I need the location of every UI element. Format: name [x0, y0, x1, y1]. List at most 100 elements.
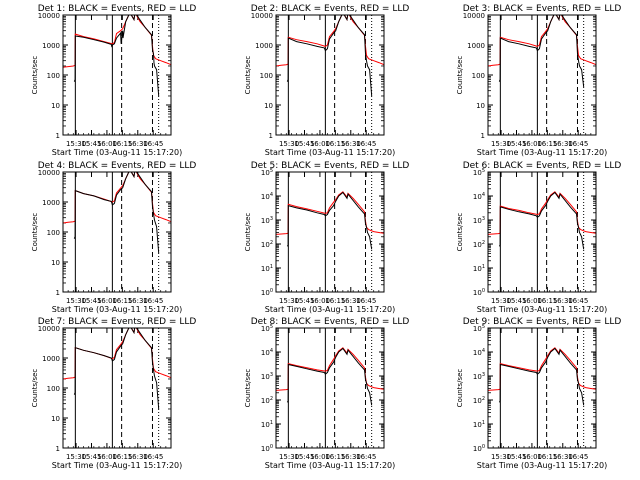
- y-tick-label: 100: [261, 444, 273, 453]
- x-tick-label: 16:00: [522, 297, 542, 305]
- y-axis-label: Counts/sec: [456, 56, 464, 95]
- x-tick-label: 16:15: [537, 297, 557, 305]
- y-tick-label: 103: [473, 372, 485, 381]
- y-axis-label: Counts/sec: [244, 56, 252, 95]
- plot-frame: [275, 171, 385, 293]
- x-tick-label: 16:15: [325, 297, 345, 305]
- y-tick-label: 100: [261, 288, 273, 297]
- y-tick-label: 105: [261, 324, 273, 333]
- x-tick-label: 16:00: [310, 453, 330, 461]
- x-axis-label: Start Time (03-Aug-11 15:17:20): [265, 305, 396, 314]
- y-tick-label: 104: [261, 348, 273, 357]
- y-tick-label: 10: [476, 102, 485, 110]
- x-tick-label: 16:15: [112, 140, 132, 148]
- panel-det-9: Det 9: BLACK = Events, RED = LLD 100 101 10…: [456, 317, 621, 470]
- series-line-lld: [276, 347, 384, 391]
- panel-det-4: Det 4: BLACK = Events, RED = LLD 1 10 100 10…: [31, 161, 196, 314]
- y-tick-label: 10: [51, 415, 60, 423]
- x-tick-label: 15:30: [491, 297, 511, 305]
- x-tick-label: 16:45: [356, 297, 376, 305]
- plot-frame: [487, 327, 597, 449]
- y-tick-label: 101: [473, 420, 485, 429]
- x-tick-label: 16:45: [568, 297, 588, 305]
- chart-title: Det 3: BLACK = Events, RED = LLD: [463, 4, 622, 14]
- x-tick-label: 15:30: [279, 140, 299, 148]
- x-tick-label: 16:15: [537, 140, 557, 148]
- y-axis-label: Counts/sec: [31, 369, 39, 408]
- x-tick-label: 16:15: [112, 453, 132, 461]
- series-line-lld: [63, 328, 171, 380]
- x-tick-label: 16:15: [537, 453, 557, 461]
- y-tick-label: 1000: [42, 42, 60, 50]
- y-tick-label: 10000: [38, 325, 60, 333]
- plot-frame: [275, 327, 385, 449]
- y-tick-label: 103: [261, 372, 273, 381]
- y-tick-label: 100: [472, 72, 485, 80]
- x-tick-label: 15:45: [294, 453, 314, 461]
- y-tick-label: 101: [261, 264, 273, 273]
- panel-det-5: Det 5: BLACK = Events, RED = LLD 100 101 10…: [244, 161, 409, 314]
- x-tick-label: 15:45: [294, 140, 314, 148]
- chart-title: Det 1: BLACK = Events, RED = LLD: [38, 4, 197, 14]
- series-line-lld: [488, 191, 596, 235]
- series-line-lld: [63, 172, 171, 224]
- x-tick-label: 16:45: [356, 453, 376, 461]
- x-tick-label: 15:30: [66, 140, 86, 148]
- y-tick-label: 101: [473, 264, 485, 273]
- chart-title: Det 8: BLACK = Events, RED = LLD: [251, 317, 410, 327]
- x-tick-label: 16:15: [325, 453, 345, 461]
- x-tick-label: 16:00: [97, 140, 117, 148]
- x-tick-label: 16:30: [128, 453, 148, 461]
- x-tick-label: 15:30: [279, 297, 299, 305]
- x-tick-label: 16:45: [356, 140, 376, 148]
- x-axis-label: Start Time (03-Aug-11 15:17:20): [477, 461, 608, 470]
- y-tick-label: 10: [51, 102, 60, 110]
- series-line-events: [73, 172, 160, 254]
- x-axis-label: Start Time (03-Aug-11 15:17:20): [52, 305, 183, 314]
- chart-title: Det 7: BLACK = Events, RED = LLD: [38, 317, 197, 327]
- y-tick-label: 10000: [463, 12, 485, 20]
- y-tick-label: 1: [56, 289, 60, 297]
- x-tick-label: 16:30: [553, 297, 573, 305]
- panel-det-1: Det 1: BLACK = Events, RED = LLD 1 10 100 10…: [31, 4, 196, 157]
- x-axis-label: Start Time (03-Aug-11 15:17:20): [52, 461, 183, 470]
- y-tick-label: 101: [261, 420, 273, 429]
- y-axis-label: Counts/sec: [31, 213, 39, 252]
- x-tick-label: 15:45: [81, 297, 101, 305]
- x-tick-label: 16:30: [341, 140, 361, 148]
- y-tick-label: 102: [473, 396, 485, 405]
- y-tick-label: 1: [481, 132, 485, 140]
- x-tick-label: 15:45: [81, 453, 101, 461]
- x-tick-label: 16:45: [143, 140, 163, 148]
- y-tick-label: 100: [473, 288, 485, 297]
- panel-det-8: Det 8: BLACK = Events, RED = LLD 100 101 10…: [244, 317, 409, 470]
- x-tick-label: 16:00: [97, 297, 117, 305]
- x-tick-label: 15:45: [506, 453, 526, 461]
- y-tick-label: 104: [261, 192, 273, 201]
- x-tick-label: 16:00: [522, 140, 542, 148]
- panel-det-7: Det 7: BLACK = Events, RED = LLD 1 10 100 10…: [31, 317, 196, 470]
- y-axis-label: Counts/sec: [244, 369, 252, 408]
- y-tick-label: 1: [269, 132, 273, 140]
- y-tick-label: 103: [261, 216, 273, 225]
- x-tick-label: 15:45: [81, 140, 101, 148]
- y-tick-label: 1: [56, 132, 60, 140]
- x-axis-label: Start Time (03-Aug-11 15:17:20): [477, 305, 608, 314]
- plot-frame: [62, 327, 172, 449]
- x-tick-label: 16:30: [341, 297, 361, 305]
- plot-frame: [487, 171, 597, 293]
- x-tick-label: 16:45: [143, 297, 163, 305]
- x-tick-label: 15:45: [294, 297, 314, 305]
- y-tick-label: 10: [264, 102, 273, 110]
- y-tick-label: 104: [473, 348, 485, 357]
- chart-title: Det 4: BLACK = Events, RED = LLD: [38, 161, 197, 171]
- panel-det-3: Det 3: BLACK = Events, RED = LLD 1 10 100 10…: [456, 4, 621, 157]
- y-tick-label: 10: [51, 259, 60, 267]
- plot-frame: [62, 14, 172, 136]
- x-axis-label: Start Time (03-Aug-11 15:17:20): [477, 148, 608, 157]
- plot-frame: [487, 14, 597, 136]
- y-tick-label: 105: [473, 324, 485, 333]
- series-line-events: [286, 15, 373, 97]
- x-tick-label: 15:30: [66, 297, 86, 305]
